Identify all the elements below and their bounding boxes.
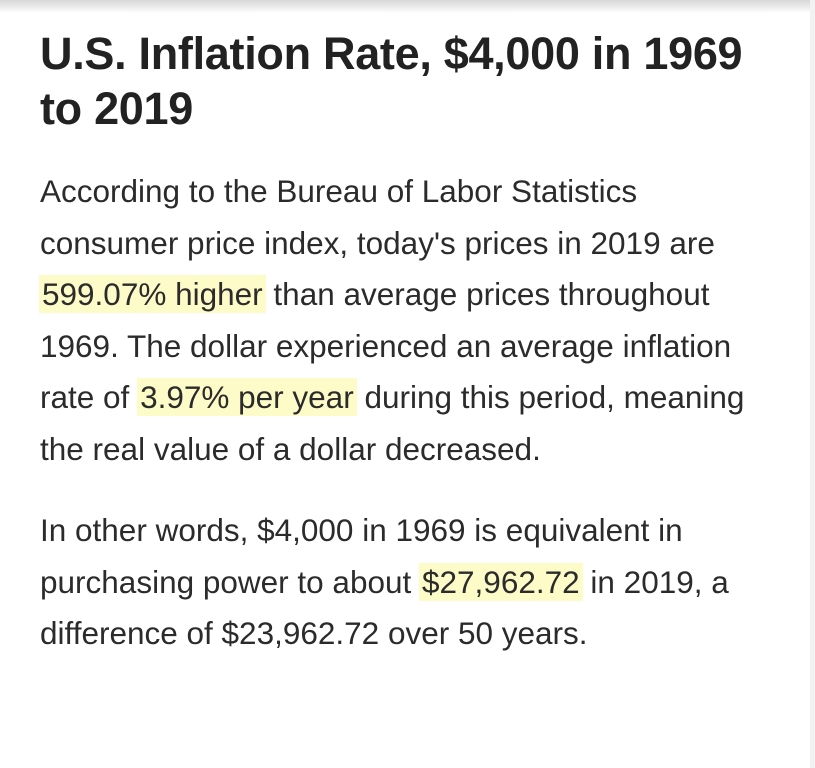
- top-divider: [0, 0, 815, 13]
- highlight-percent-higher: 599.07% higher: [39, 275, 266, 313]
- article-title: U.S. Inflation Rate, $4,000 in 1969 to 2…: [40, 28, 743, 134]
- highlight-inflation-rate: 3.97% per year: [137, 378, 357, 416]
- paragraph-text: than average prices throughout 1969. The…: [40, 276, 732, 415]
- paragraph-text: during this period, meaning the real val…: [40, 379, 745, 467]
- paragraph-purchasing-power: In other words, $4,000 in 1969 is equiva…: [40, 505, 775, 660]
- article-body: U.S. Inflation Rate, $4,000 in 1969 to 2…: [39, 26, 775, 660]
- paragraph-text: According to the Bureau of Labor Statist…: [40, 173, 715, 261]
- paragraph-text: In other words, $4,000 in 1969 is equiva…: [40, 512, 683, 600]
- highlight-equivalent-value: $27,962.72: [419, 562, 583, 601]
- paragraph-text: in 2019, a difference of $23,962.72 over…: [40, 563, 729, 652]
- paragraph-cpi-summary: According to the Bureau of Labor Statist…: [39, 166, 775, 475]
- scrollbar-track: [810, 0, 815, 768]
